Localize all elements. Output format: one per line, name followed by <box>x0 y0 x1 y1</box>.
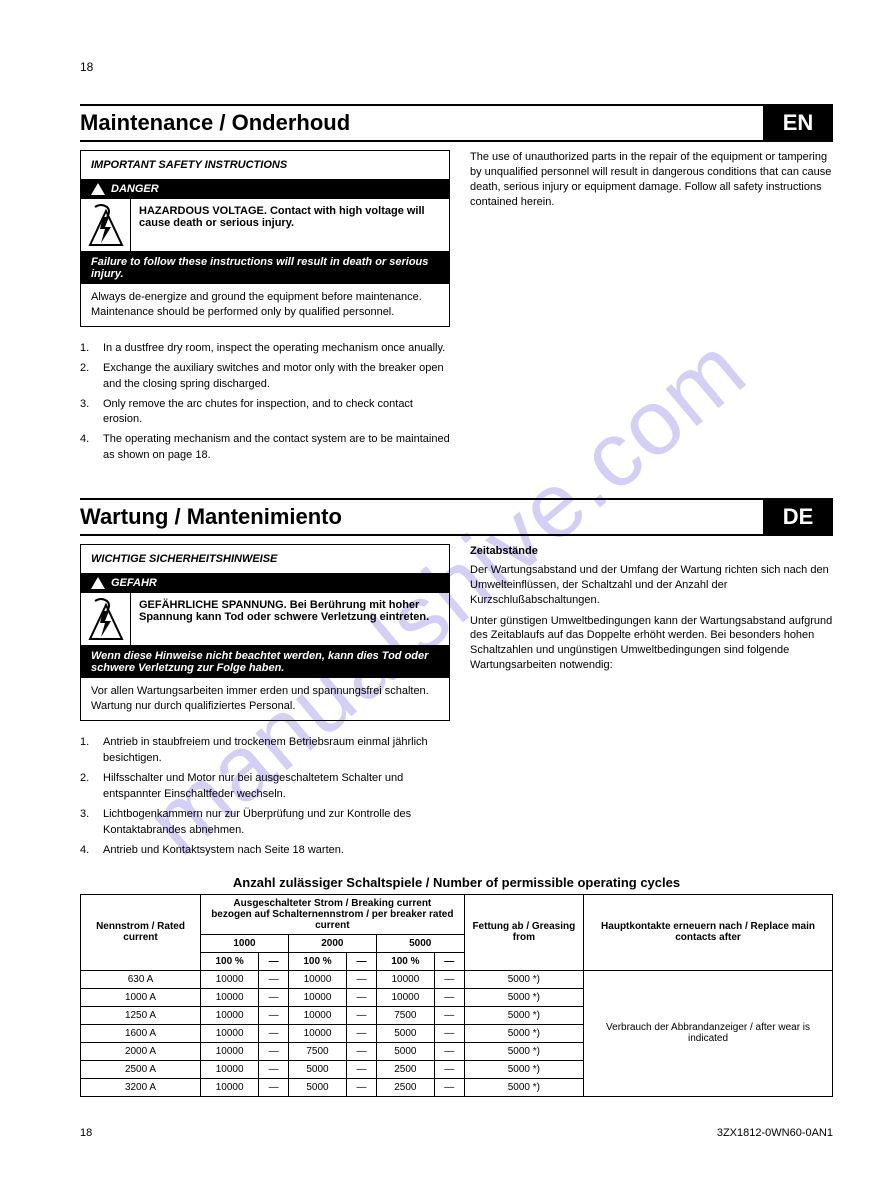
fail-bar-1: Failure to follow these instructions wil… <box>81 252 449 284</box>
section-1-left: IMPORTANT SAFETY INSTRUCTIONS DANGER HAZ… <box>80 150 450 468</box>
warning-triangle-icon <box>91 183 105 195</box>
steps-2: 1.Antrieb in staubfreiem und trockenem B… <box>80 735 450 859</box>
s2-right-heading: Zeitabstände <box>470 544 833 559</box>
step-num: 2. <box>80 361 95 393</box>
safety-top-1: IMPORTANT SAFETY INSTRUCTIONS <box>81 151 449 179</box>
operating-cycles-table: Nennstrom / Rated current Ausgeschaltete… <box>80 894 833 1097</box>
danger-bar-2: GEFAHR <box>81 573 449 593</box>
hazard-text-2: GEFÄHRLICHE SPANNUNG. Bei Berührung mit … <box>131 593 449 645</box>
s2-right-p2: Unter günstigen Umweltbedingungen kann d… <box>470 614 833 673</box>
safety-box-2: WICHTIGE SICHERHEITSHINWEISE GEFAHR GEFÄ… <box>80 544 450 721</box>
steps-1: 1. In a dustfree dry room, inspect the op… <box>80 341 450 465</box>
step-text: Hilfsschalter und Motor nur bei ausgesch… <box>103 771 450 803</box>
th-sub: 2000 <box>288 934 376 952</box>
table-body: 630 A 10000— 10000— 10000— 5000 *) Verbr… <box>81 970 833 1096</box>
section-2-title: Wartung / Mantenimiento <box>80 500 763 534</box>
th-greasing: Fettung ab / Greasing from <box>464 894 583 970</box>
step-text: Only remove the arc chutes for inspectio… <box>103 397 450 429</box>
fail-bar-2: Wenn diese Hinweise nicht beachtet werde… <box>81 646 449 678</box>
table-title: Anzahl zulässiger Schaltspiele / Number … <box>80 875 833 890</box>
section-1-right: The use of unauthorized parts in the rep… <box>470 150 833 468</box>
th-sub: 1000 <box>201 934 289 952</box>
th-rated-current: Nennstrom / Rated current <box>81 894 201 970</box>
s2-right-p1: Der Wartungsabstand und der Umfang der W… <box>470 563 833 608</box>
step-num: 3. <box>80 397 95 429</box>
th-sub: 5000 <box>376 934 464 952</box>
th-sub: — <box>347 952 377 970</box>
step-num: 4. <box>80 843 95 859</box>
table-row: 630 A 10000— 10000— 10000— 5000 *) Verbr… <box>81 970 833 988</box>
warning-triangle-icon <box>91 577 105 589</box>
step-text: Antrieb und Kontaktsystem nach Seite 18 … <box>103 843 344 859</box>
hazard-row-2: GEFÄHRLICHE SPANNUNG. Bei Berührung mit … <box>81 593 449 646</box>
section-1-badge: EN <box>763 106 833 140</box>
hazard-row-1: HAZARDOUS VOLTAGE. Contact with high vol… <box>81 199 449 252</box>
safety-box-1: IMPORTANT SAFETY INSTRUCTIONS DANGER HAZ… <box>80 150 450 327</box>
step-text: In a dustfree dry room, inspect the oper… <box>103 341 445 357</box>
shock-icon <box>81 199 131 251</box>
section-2-badge: DE <box>763 500 833 534</box>
step-num: 1. <box>80 735 95 767</box>
section-2-body: WICHTIGE SICHERHEITSHINWEISE GEFAHR GEFÄ… <box>80 544 833 862</box>
section-2-header: Wartung / Mantenimiento DE <box>80 498 833 536</box>
th-main-contacts: Hauptkontakte erneuern nach / Replace ma… <box>584 894 833 970</box>
section-1-title: Maintenance / Onderhoud <box>80 106 763 140</box>
step-text: Antrieb in staubfreiem und trockenem Bet… <box>103 735 450 767</box>
safety-bottom-2: Vor allen Wartungsarbeiten immer erden u… <box>81 678 449 720</box>
th-sub: 100 % <box>288 952 346 970</box>
th-sub: — <box>259 952 289 970</box>
section-1-header: Maintenance / Onderhoud EN <box>80 104 833 142</box>
page: 18 Maintenance / Onderhoud EN IMPORTANT … <box>0 0 893 1169</box>
section-2-left: WICHTIGE SICHERHEITSHINWEISE GEFAHR GEFÄ… <box>80 544 450 862</box>
danger-label-1: DANGER <box>111 183 159 195</box>
s1-right-p1: The use of unauthorized parts in the rep… <box>470 150 833 209</box>
footer-page: 18 <box>80 1127 92 1139</box>
th-sub: 100 % <box>376 952 434 970</box>
th-sub: — <box>434 952 464 970</box>
hazard-text-1: HAZARDOUS VOLTAGE. Contact with high vol… <box>131 199 449 251</box>
step-text: Exchange the auxiliary switches and moto… <box>103 361 450 393</box>
section-1-body: IMPORTANT SAFETY INSTRUCTIONS DANGER HAZ… <box>80 150 833 468</box>
step-num: 1. <box>80 341 95 357</box>
danger-bar-1: DANGER <box>81 179 449 199</box>
page-number-top: 18 <box>80 60 833 74</box>
th-breaking-current: Ausgeschalteter Strom / Breaking current… <box>201 894 465 934</box>
step-text: The operating mechanism and the contact … <box>103 432 450 464</box>
footer-docid: 3ZX1812-0WN60-0AN1 <box>717 1127 833 1139</box>
step-num: 2. <box>80 771 95 803</box>
step-num: 4. <box>80 432 95 464</box>
shock-icon <box>81 593 131 645</box>
safety-top-2: WICHTIGE SICHERHEITSHINWEISE <box>81 545 449 573</box>
danger-label-2: GEFAHR <box>111 577 157 589</box>
safety-bottom-1: Always de-energize and ground the equipm… <box>81 284 449 326</box>
step-text: Lichtbogenkammern nur zur Überprüfung un… <box>103 807 450 839</box>
footer: 18 3ZX1812-0WN60-0AN1 <box>80 1127 833 1139</box>
th-sub: 100 % <box>201 952 259 970</box>
step-num: 3. <box>80 807 95 839</box>
section-2-right: Zeitabstände Der Wartungsabstand und der… <box>470 544 833 862</box>
